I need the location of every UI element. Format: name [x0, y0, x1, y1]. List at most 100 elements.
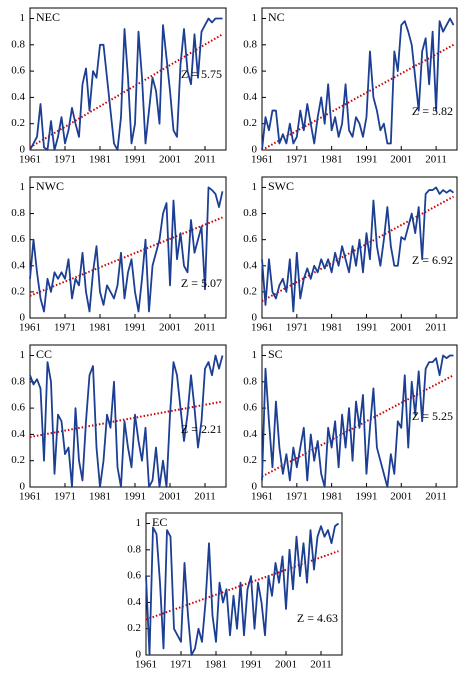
x-tick-label: 2011: [425, 154, 447, 166]
y-tick-label: 1: [252, 349, 258, 361]
y-tick-label: 1: [20, 181, 26, 193]
x-tick-label: 1971: [170, 659, 192, 671]
x-tick-label: 1961: [19, 322, 41, 334]
y-tick-label: 0.8: [11, 38, 25, 50]
panel: 0 0.2 0.4 0.6 0.8 1 1961 1971 1981 1991 2001 2011 EC…: [127, 512, 343, 671]
plot-frame: [261, 176, 458, 319]
panel: 0 0.2 0.4 0.6 0.8 1 1961 1971 1981 1991 2001 2011 SC…: [243, 344, 458, 503]
x-tick-label: 1961: [251, 491, 273, 503]
x-tick-label: 1971: [286, 322, 308, 334]
y-tick-label: 0: [252, 312, 258, 324]
x-tick-label: 1981: [89, 322, 111, 334]
z-annotation: Z = 6.92: [412, 253, 453, 267]
x-tick-label: 1961: [19, 491, 41, 503]
data-line: [29, 186, 224, 313]
x-tick-label: 2011: [194, 491, 216, 503]
y-tick-label: 0.6: [11, 65, 25, 77]
y-tick-label: 0: [136, 649, 142, 661]
y-tick-label: 0.2: [243, 454, 257, 466]
panel: 0 0.2 0.4 0.6 0.8 1 1961 1971 1981 1991 2001 2011 NE…: [11, 7, 227, 166]
y-tick-label: 0.2: [243, 117, 257, 129]
y-tick-label: 0: [252, 481, 258, 493]
y-tick-label: 0: [252, 144, 258, 156]
plot-frame: [29, 7, 227, 151]
x-tick-label: 1981: [321, 154, 343, 166]
x-tick-label: 2001: [159, 491, 181, 503]
panel: 0 0.2 0.4 0.6 0.8 1 1961 1971 1981 1991 2001 2011 NW…: [11, 176, 227, 334]
y-tick-label: 0.4: [243, 259, 257, 271]
trend-line: [261, 374, 454, 478]
x-tick-label: 2001: [390, 491, 412, 503]
y-tick-label: 0: [20, 312, 26, 324]
x-tick-label: 1961: [251, 322, 273, 334]
x-tick-label: 1971: [286, 491, 308, 503]
data-line: [29, 354, 224, 488]
x-tick-label: 1991: [124, 491, 146, 503]
y-tick-label: 0.8: [243, 38, 257, 50]
x-tick-label: 2011: [310, 659, 332, 671]
x-tick-label: 1971: [54, 154, 76, 166]
x-tick-label: 1991: [240, 659, 262, 671]
y-tick-label: 0.2: [243, 285, 257, 297]
y-tick-label: 0.6: [243, 402, 257, 414]
x-tick-label: 1961: [251, 154, 273, 166]
x-tick-label: 2001: [275, 659, 297, 671]
x-tick-label: 1991: [355, 154, 377, 166]
y-tick-label: 0.4: [243, 428, 257, 440]
x-tick-label: 1981: [89, 154, 111, 166]
trend-line: [29, 33, 224, 149]
x-tick-label: 1971: [54, 322, 76, 334]
y-tick-label: 0.6: [11, 233, 25, 245]
y-tick-label: 0.2: [11, 454, 25, 466]
panel-title: NEC: [36, 10, 60, 24]
z-annotation: Z = 5.07: [181, 276, 222, 290]
panel: 0 0.2 0.4 0.6 0.8 1 1961 1971 1981 1991 2001 2011 CC…: [11, 344, 227, 503]
data-line: [29, 17, 223, 151]
panel-title: NC: [268, 10, 285, 24]
panel: 0 0.2 0.4 0.6 0.8 1 1961 1971 1981 1991 2001 2011 SW…: [243, 176, 458, 334]
y-tick-label: 0.4: [127, 596, 141, 608]
z-annotation: Z = 5.25: [412, 409, 453, 423]
x-tick-label: 1991: [355, 491, 377, 503]
plot-frame: [261, 344, 458, 488]
x-tick-label: 2011: [194, 154, 216, 166]
x-tick-label: 1961: [135, 659, 157, 671]
y-tick-label: 0: [20, 481, 26, 493]
panel-title: NWC: [36, 179, 64, 193]
y-tick-label: 0.6: [11, 402, 25, 414]
plot-frame: [261, 7, 458, 151]
x-tick-label: 1991: [355, 322, 377, 334]
y-tick-label: 0.8: [11, 375, 25, 387]
panel-title: SWC: [268, 179, 294, 193]
y-tick-label: 0.4: [11, 428, 25, 440]
x-tick-label: 2001: [390, 322, 412, 334]
y-tick-label: 0.4: [11, 259, 25, 271]
y-tick-label: 1: [252, 12, 258, 24]
y-tick-label: 0.4: [11, 91, 25, 103]
panel-title: SC: [268, 347, 283, 361]
y-tick-label: 0.2: [11, 285, 25, 297]
y-tick-label: 0.8: [127, 543, 141, 555]
y-tick-label: 0.2: [127, 622, 141, 634]
x-tick-label: 1981: [89, 491, 111, 503]
z-annotation: Z = 4.63: [297, 611, 338, 625]
trend-line: [145, 550, 339, 621]
x-tick-label: 1991: [124, 322, 146, 334]
data-line: [261, 186, 455, 313]
x-tick-label: 2011: [425, 322, 447, 334]
x-tick-label: 2011: [194, 322, 216, 334]
x-tick-label: 2001: [390, 154, 412, 166]
x-tick-label: 1971: [54, 491, 76, 503]
y-tick-label: 0.8: [243, 375, 257, 387]
y-tick-label: 0.4: [243, 91, 257, 103]
y-tick-label: 1: [136, 517, 142, 529]
y-tick-label: 0: [20, 144, 26, 156]
y-tick-label: 0.6: [127, 570, 141, 582]
data-line: [261, 17, 455, 151]
y-tick-label: 0.6: [243, 233, 257, 245]
plot-frame: [29, 344, 227, 488]
x-tick-label: 1961: [19, 154, 41, 166]
z-annotation: Z = 5.82: [412, 104, 453, 118]
panel: 0 0.2 0.4 0.6 0.8 1 1961 1971 1981 1991 2001 2011 NC…: [243, 7, 458, 166]
